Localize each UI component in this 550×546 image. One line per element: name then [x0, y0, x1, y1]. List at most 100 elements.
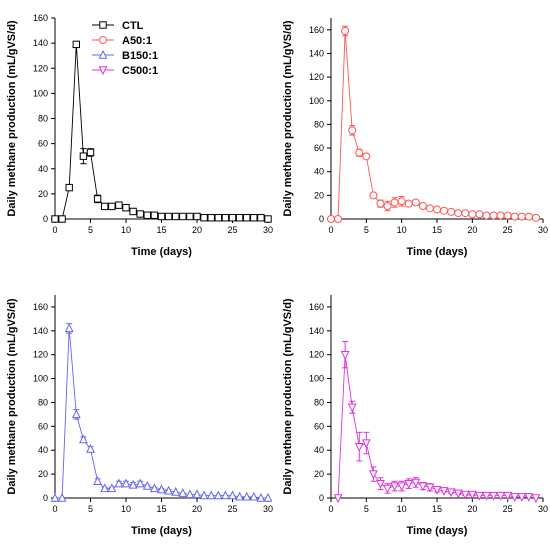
chart-panel-2: 0 5 10 15 20 25 30 0 20 40 60 80 100 120 140 160 Time (d… — [282, 18, 548, 258]
data-point — [149, 483, 159, 493]
series-C500:1 — [333, 341, 541, 504]
data-point — [58, 215, 66, 223]
data-point — [454, 209, 463, 218]
x-tick-label: 30 — [263, 225, 273, 235]
data-point — [390, 482, 400, 492]
data-point — [369, 191, 378, 200]
x-tick-label: 0 — [328, 225, 333, 235]
data-point — [157, 484, 166, 494]
data-point — [50, 492, 60, 502]
y-tick-label: 140 — [309, 326, 324, 336]
data-point — [228, 214, 237, 222]
data-point — [404, 199, 413, 208]
y-tick-label: 0 — [319, 493, 324, 503]
x-tick-label: 25 — [227, 504, 237, 514]
data-point — [411, 478, 421, 488]
data-point — [207, 214, 215, 222]
data-point — [453, 489, 463, 499]
y-tick-label: 160 — [309, 302, 324, 312]
x-tick-label: 30 — [538, 504, 548, 514]
y-tick-label: 100 — [33, 88, 48, 98]
data-point — [115, 201, 123, 209]
data-point — [482, 491, 491, 501]
data-point — [264, 215, 272, 223]
y-tick-label: 100 — [309, 96, 324, 106]
data-point — [433, 205, 441, 214]
chart-panel-1: 0 5 10 15 20 25 30 0 20 40 60 80 100 120 140 160 Time (d… — [6, 13, 273, 258]
x-tick-label: 25 — [503, 504, 513, 514]
data-point — [136, 210, 144, 218]
data-point — [425, 204, 434, 213]
x-tick-label: 5 — [364, 225, 369, 235]
data-point — [79, 152, 88, 160]
y-tick-label: 40 — [38, 445, 48, 455]
data-point — [503, 211, 512, 220]
y-tick-label: 0 — [43, 493, 48, 503]
data-point — [143, 211, 152, 219]
x-tick-label: 10 — [121, 225, 131, 235]
y-tick-label: 80 — [38, 397, 48, 407]
data-point — [86, 148, 95, 157]
y-axis-label: Daily methane production (mL/gVS/d) — [282, 20, 294, 217]
data-point — [72, 40, 80, 49]
data-point — [531, 494, 541, 504]
data-point — [348, 126, 357, 135]
y-tick-label: 120 — [309, 72, 324, 82]
data-point — [368, 470, 378, 480]
y-tick-label: 60 — [38, 139, 48, 149]
data-point — [122, 203, 130, 212]
data-point — [235, 491, 245, 501]
y-tick-label: 0 — [43, 214, 48, 224]
data-point — [51, 215, 59, 223]
x-tick-label: 30 — [263, 504, 273, 514]
y-axis-label: Daily methane production (mL/gVS/d) — [282, 298, 294, 495]
data-point — [376, 199, 385, 208]
legend-label: C500:1 — [122, 65, 158, 77]
series-line — [55, 328, 268, 499]
data-point — [383, 484, 392, 494]
data-point — [199, 490, 209, 500]
data-point — [404, 479, 414, 489]
y-tick-label: 140 — [309, 48, 324, 58]
data-point — [142, 480, 152, 490]
x-tick-label: 30 — [538, 225, 548, 235]
y-tick-label: 20 — [314, 469, 324, 479]
x-tick-label: 20 — [192, 504, 202, 514]
x-tick-label: 25 — [503, 225, 513, 235]
data-point — [425, 483, 435, 493]
data-point — [397, 482, 407, 492]
y-tick-label: 120 — [309, 350, 324, 360]
data-point — [242, 491, 252, 501]
data-point — [71, 409, 81, 419]
data-point — [228, 490, 237, 500]
data-point — [164, 212, 173, 221]
legend-marker — [99, 21, 107, 29]
data-point — [362, 152, 371, 161]
data-point — [475, 210, 484, 219]
data-point — [171, 486, 181, 496]
chart-panel-3: 0 5 10 15 20 25 30 0 20 40 60 80 100 120 140 160 Time (d… — [6, 295, 273, 537]
data-point — [510, 493, 520, 502]
legend-label: CTL — [122, 20, 144, 32]
x-tick-label: 0 — [52, 225, 57, 235]
y-tick-label: 140 — [33, 38, 48, 48]
data-point — [128, 479, 138, 489]
data-point — [496, 491, 506, 501]
data-point — [397, 197, 406, 206]
y-tick-label: 100 — [309, 374, 324, 384]
data-point — [257, 214, 265, 222]
data-point — [121, 478, 131, 488]
data-point — [213, 490, 223, 500]
legend-label: B150:1 — [122, 50, 158, 62]
y-axis-label: Daily methane production (mL/gVS/d) — [6, 20, 18, 217]
y-tick-label: 20 — [38, 469, 48, 479]
y-tick-label: 160 — [33, 302, 48, 312]
legend-item: C500:1 — [92, 65, 158, 77]
data-point — [100, 483, 110, 493]
y-tick-label: 20 — [38, 189, 48, 199]
data-point — [93, 195, 102, 203]
data-point — [517, 212, 526, 221]
data-point — [129, 207, 137, 216]
